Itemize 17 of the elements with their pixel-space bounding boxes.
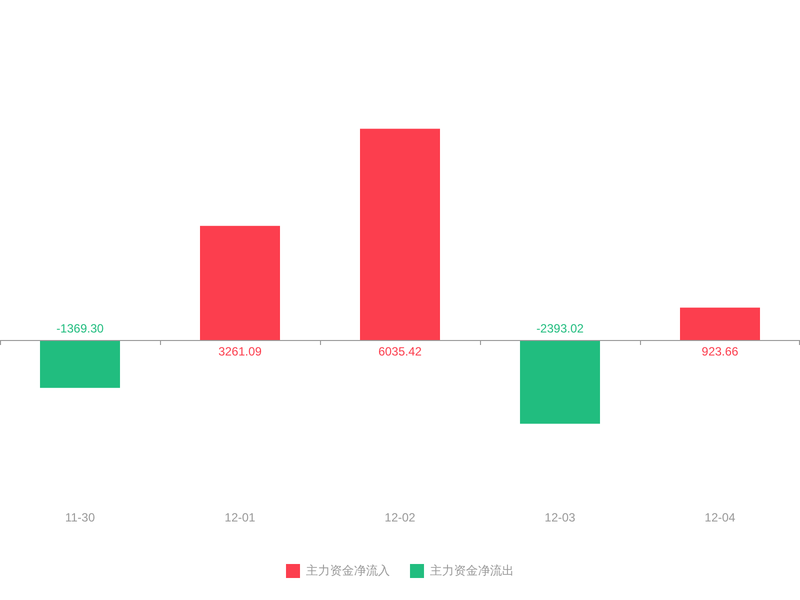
data-label: 923.66 xyxy=(702,344,739,358)
data-label: -1369.30 xyxy=(56,321,104,336)
bar xyxy=(200,226,280,340)
data-label: 3261.09 xyxy=(218,344,262,358)
x-tick-label: 11-30 xyxy=(65,510,96,525)
bar xyxy=(360,128,440,340)
data-label: 6035.42 xyxy=(378,344,422,358)
legend-label: 主力资金净流出 xyxy=(430,563,514,578)
data-label: -2393.02 xyxy=(536,321,584,336)
bar xyxy=(40,340,120,388)
x-tick-label: 12-02 xyxy=(384,510,416,525)
bar xyxy=(520,340,600,424)
x-tick-label: 12-01 xyxy=(224,510,256,525)
x-tick-label: 12-04 xyxy=(704,510,736,525)
x-tick-label: 12-03 xyxy=(544,510,576,525)
legend-label: 主力资金净流入 xyxy=(306,563,390,578)
bar xyxy=(680,308,760,340)
